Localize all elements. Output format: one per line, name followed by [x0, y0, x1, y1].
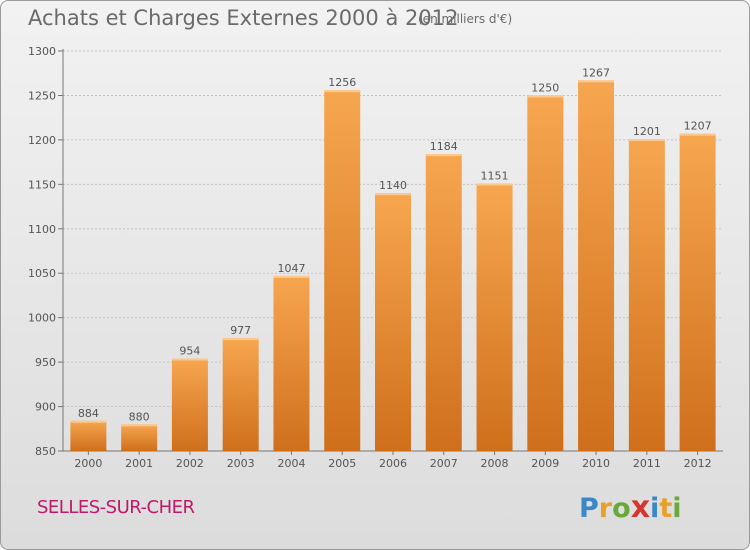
y-tick-label: 1050 — [28, 267, 56, 280]
bar-highlight — [527, 95, 564, 98]
bar — [679, 133, 716, 451]
y-tick-label: 1150 — [28, 178, 56, 191]
logo-letter: t — [659, 493, 673, 524]
bar-highlight — [476, 183, 513, 186]
y-tick-label: 900 — [35, 401, 56, 414]
y-tick-label: 1300 — [28, 45, 56, 58]
bar — [578, 80, 615, 451]
bar-highlight — [324, 90, 361, 93]
y-tick-label: 1000 — [28, 312, 56, 325]
bar-highlight — [222, 338, 259, 341]
data-label: 1184 — [430, 140, 458, 153]
location-label: SELLES-SUR-CHER — [37, 497, 195, 518]
x-tick-label: 2007 — [430, 457, 458, 470]
x-tick-label: 2000 — [74, 457, 102, 470]
data-label: 1201 — [633, 125, 661, 138]
chart-subtitle: (en milliers d'€) — [418, 12, 513, 26]
logo-letter: x — [630, 490, 651, 525]
data-label: 1151 — [481, 169, 509, 182]
data-label: 1267 — [582, 66, 610, 79]
x-tick-label: 2010 — [582, 457, 610, 470]
x-tick-label: 2003 — [227, 457, 255, 470]
y-tick-label: 1250 — [28, 89, 56, 102]
bar — [628, 139, 665, 451]
x-tick-label: 2012 — [684, 457, 712, 470]
bar — [375, 193, 411, 451]
x-tick-label: 2008 — [481, 457, 509, 470]
x-tick-label: 2004 — [277, 457, 305, 470]
bar-highlight — [425, 154, 462, 157]
bar — [425, 154, 462, 451]
bar-highlight — [121, 424, 158, 427]
bar-highlight — [679, 133, 716, 136]
bar — [476, 183, 513, 451]
data-label: 880 — [129, 410, 150, 423]
bar-highlight — [375, 193, 411, 196]
x-tick-label: 2001 — [125, 457, 153, 470]
data-label: 1250 — [531, 81, 559, 94]
data-label: 1207 — [684, 120, 712, 133]
data-label: 1256 — [328, 76, 356, 89]
logo-letter: o — [612, 493, 631, 524]
data-label: 954 — [179, 345, 200, 358]
bar — [324, 90, 361, 451]
logo-letter: P — [579, 493, 599, 524]
bar — [70, 420, 107, 451]
bar-highlight — [171, 358, 208, 361]
data-label: 1047 — [277, 262, 305, 275]
bar — [527, 95, 564, 451]
proxiti-logo: Proxiti — [579, 490, 682, 525]
x-tick-label: 2011 — [633, 457, 661, 470]
x-tick-label: 2006 — [379, 457, 407, 470]
y-tick-label: 1100 — [28, 223, 56, 236]
bar-highlight — [578, 80, 615, 83]
bar — [273, 275, 310, 451]
y-tick-label: 1200 — [28, 134, 56, 147]
bar — [121, 424, 158, 451]
bar — [171, 358, 208, 451]
x-tick-label: 2009 — [531, 457, 559, 470]
data-label: 884 — [78, 407, 99, 420]
logo-letter: r — [598, 493, 613, 524]
bar — [222, 338, 259, 451]
y-tick-label: 950 — [35, 356, 56, 369]
logo-letter: i — [672, 493, 682, 524]
y-tick-label: 850 — [35, 445, 56, 458]
bar-highlight — [273, 275, 310, 278]
chart-title: Achats et Charges Externes 2000 à 2012 — [28, 6, 459, 30]
bar-highlight — [70, 420, 107, 423]
x-tick-label: 2002 — [176, 457, 204, 470]
bar-highlight — [628, 139, 665, 141]
x-tick-label: 2005 — [328, 457, 356, 470]
logo-letter: i — [650, 493, 660, 524]
data-label: 977 — [230, 324, 251, 337]
data-label: 1140 — [379, 179, 407, 192]
